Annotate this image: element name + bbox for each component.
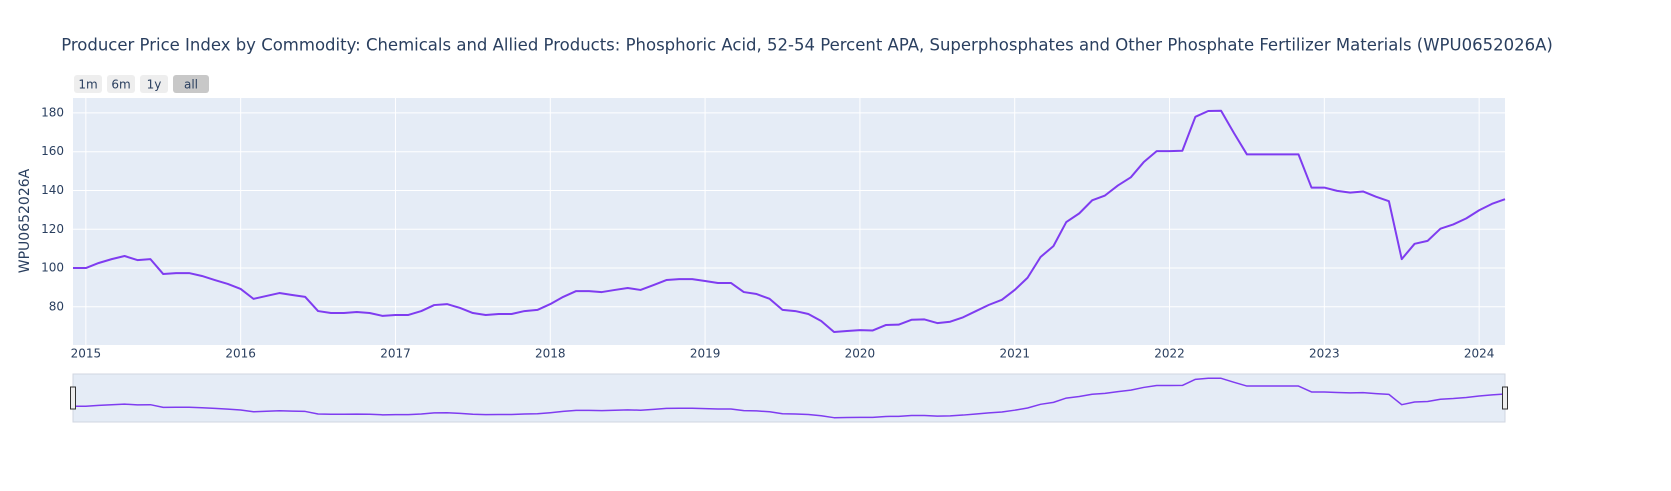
x-tick-label: 2022 bbox=[1154, 347, 1185, 361]
range-button[interactable] bbox=[107, 75, 135, 93]
range-slider bbox=[72, 373, 1506, 423]
range-button-label[interactable]: 1y bbox=[147, 78, 162, 92]
range-slider-handle[interactable] bbox=[70, 386, 76, 410]
y-axis-label: WPU0652026A bbox=[17, 168, 33, 273]
x-tick-label: 2018 bbox=[535, 347, 566, 361]
x-tick-label: 2016 bbox=[225, 347, 256, 361]
range-button[interactable] bbox=[173, 75, 209, 93]
range-button[interactable] bbox=[74, 75, 102, 93]
range-button-label[interactable]: 1m bbox=[78, 78, 97, 92]
range-slider-handle[interactable] bbox=[1502, 386, 1508, 410]
range-button-label[interactable]: all bbox=[184, 78, 198, 92]
x-tick-label: 2017 bbox=[380, 347, 411, 361]
x-tick-label: 2024 bbox=[1464, 347, 1495, 361]
y-tick-label: 140 bbox=[41, 183, 64, 197]
y-tick-label: 160 bbox=[41, 144, 64, 158]
range-button[interactable] bbox=[140, 75, 168, 93]
y-tick-label: 100 bbox=[41, 261, 64, 275]
line bbox=[73, 109, 1506, 334]
range-slider-line bbox=[73, 377, 1506, 419]
y-tick-label: 180 bbox=[41, 105, 64, 119]
plot-area bbox=[73, 98, 1505, 345]
x-tick-label: 2023 bbox=[1309, 347, 1340, 361]
x-tick-label: 2021 bbox=[999, 347, 1030, 361]
y-tick-label: 120 bbox=[41, 222, 64, 236]
x-tick-label: 2019 bbox=[690, 347, 721, 361]
x-tick-label: 2020 bbox=[845, 347, 876, 361]
y-tick-label: 80 bbox=[49, 299, 64, 313]
x-tick-label: 2015 bbox=[71, 347, 102, 361]
range-button-label[interactable]: 6m bbox=[111, 78, 130, 92]
chart-title: Producer Price Index by Commodity: Chemi… bbox=[61, 36, 1553, 55]
